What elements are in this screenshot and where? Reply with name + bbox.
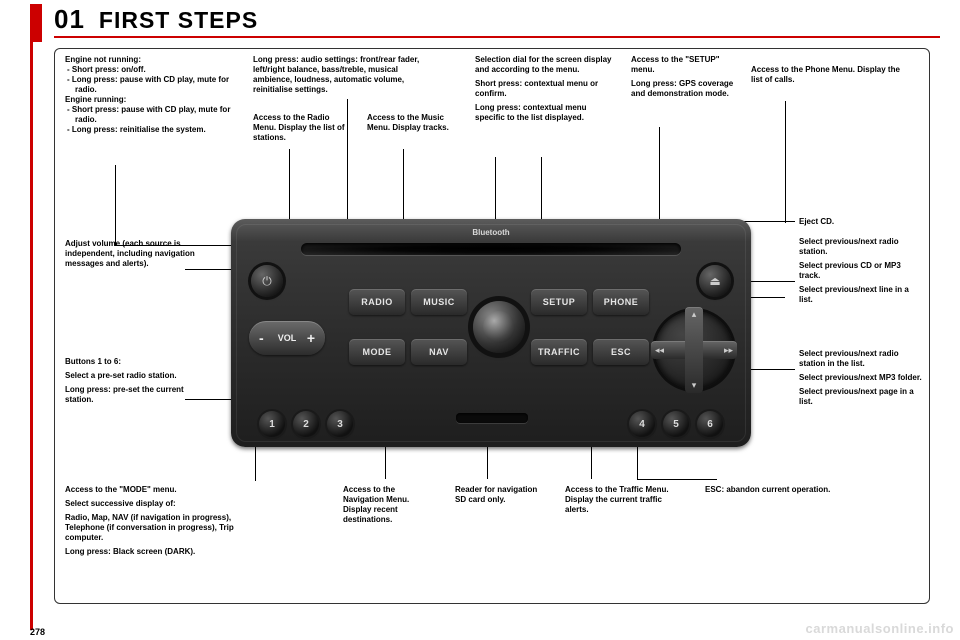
b2-p1: Buttons 1 to 6: <box>65 357 185 367</box>
a5-p3: Long press: contextual menu specific to … <box>475 103 615 123</box>
b2-p2: Select a pre-set radio station. <box>65 371 185 381</box>
power-button[interactable]: ⏻ <box>251 265 283 297</box>
cd-slot[interactable] <box>301 243 681 255</box>
c3-p2: Select previous/next MP3 folder. <box>799 373 923 383</box>
a1-h1: Engine not running: <box>65 55 235 65</box>
b2-p3: Long press: pre-set the current station. <box>65 385 185 405</box>
preset-3[interactable]: 3 <box>327 411 353 437</box>
preset-1[interactable]: 1 <box>259 411 285 437</box>
a6-p1: Access to the "SETUP" menu. <box>631 55 739 75</box>
d1-p1: Access to the "MODE" menu. <box>65 485 265 495</box>
esc-button[interactable]: ESC <box>593 339 649 365</box>
a5-p2: Short press: contextual menu or confirm. <box>475 79 615 99</box>
music-button[interactable]: MUSIC <box>411 289 467 315</box>
red-accent-top <box>30 4 42 42</box>
leader <box>115 165 116 245</box>
a1-l3: Short press: pause with CD play, mute fo… <box>65 105 235 125</box>
ann-prev-next-a: Select previous/next radio station. Sele… <box>799 237 919 305</box>
phone-button[interactable]: PHONE <box>593 289 649 315</box>
c2-p3: Select previous/next line in a list. <box>799 285 919 305</box>
setup-button[interactable]: SETUP <box>531 289 587 315</box>
ann-eject: Eject CD. <box>799 217 919 227</box>
eject-button[interactable]: ⏏ <box>699 265 731 297</box>
ann-music-menu: Access to the Music Menu. Display tracks… <box>367 113 455 133</box>
dpad-vertical[interactable]: ▴▾ <box>685 307 703 393</box>
leader <box>637 479 717 480</box>
eject-icon: ⏏ <box>709 274 720 288</box>
ann-prev-next-b: Select previous/next radio station in th… <box>799 349 923 407</box>
selection-dial[interactable] <box>473 301 525 353</box>
content-frame: Engine not running: Short press: on/off.… <box>54 48 930 604</box>
dpad[interactable]: ◂◂▸▸ ▴▾ <box>655 311 733 389</box>
a1-l2: Long press: pause with CD play, mute for… <box>65 75 235 95</box>
c2-p2: Select previous CD or MP3 track. <box>799 261 919 281</box>
ann-mode: Access to the "MODE" menu. Select succes… <box>65 485 265 557</box>
ann-presets: Buttons 1 to 6: Select a pre-set radio s… <box>65 357 185 405</box>
c2-p1: Select previous/next radio station. <box>799 237 919 257</box>
ann-sd: Reader for navigation SD card only. <box>455 485 545 505</box>
nav-button[interactable]: NAV <box>411 339 467 365</box>
preset-2[interactable]: 2 <box>293 411 319 437</box>
page-title: 01 FIRST STEPS <box>54 4 940 38</box>
power-icon: ⏻ <box>262 274 272 289</box>
ann-traffic: Access to the Traffic Menu. Display the … <box>565 485 685 515</box>
c3-p1: Select previous/next radio station in th… <box>799 349 923 369</box>
watermark: carmanualsonline.info <box>806 621 954 636</box>
d1-p3: Radio, Map, NAV (if navigation in progre… <box>65 513 265 543</box>
mode-button[interactable]: MODE <box>349 339 405 365</box>
traffic-button[interactable]: TRAFFIC <box>531 339 587 365</box>
ann-audio-settings: Long press: audio settings: front/rear f… <box>253 55 428 95</box>
page-number: 278 <box>30 627 45 637</box>
ann-power: Engine not running: Short press: on/off.… <box>65 55 235 135</box>
d1-p4: Long press: Black screen (DARK). <box>65 547 265 557</box>
d1-p2: Select successive display of: <box>65 499 265 509</box>
leader <box>115 245 249 246</box>
title-text: FIRST STEPS <box>99 7 258 34</box>
vol-label: VOL <box>278 333 297 343</box>
vol-plus-icon: + <box>307 330 315 346</box>
a6-p2: Long press: GPS coverage and demonstrati… <box>631 79 739 99</box>
preset-4[interactable]: 4 <box>629 411 655 437</box>
head-unit: Bluetooth ⏻ ⏏ - VOL + RADIO MUSIC SETUP … <box>231 219 751 447</box>
ann-nav: Access to the Navigation Menu. Display r… <box>343 485 433 525</box>
ann-volume: Adjust volume (each source is independen… <box>65 239 205 269</box>
ann-dial: Selection dial for the screen display an… <box>475 55 615 123</box>
manual-page: 01 FIRST STEPS Engine not running: Short… <box>30 4 940 630</box>
volume-rocker[interactable]: - VOL + <box>249 321 325 355</box>
ann-radio-menu: Access to the Radio Menu. Display the li… <box>253 113 353 143</box>
bluetooth-label: Bluetooth <box>472 228 509 237</box>
title-number: 01 <box>54 4 85 35</box>
preset-6[interactable]: 6 <box>697 411 723 437</box>
vol-minus-icon: - <box>259 330 264 346</box>
a1-h2: Engine running: <box>65 95 235 105</box>
ann-setup: Access to the "SETUP" menu. Long press: … <box>631 55 739 99</box>
ann-phone: Access to the Phone Menu. Display the li… <box>751 65 901 85</box>
preset-5[interactable]: 5 <box>663 411 689 437</box>
c3-p3: Select previous/next page in a list. <box>799 387 923 407</box>
radio-button[interactable]: RADIO <box>349 289 405 315</box>
red-accent-left <box>30 42 33 630</box>
a1-l4: Long press: reinitialise the system. <box>65 125 235 135</box>
sd-slot[interactable] <box>456 413 528 423</box>
a1-l1: Short press: on/off. <box>65 65 235 75</box>
leader <box>785 101 786 223</box>
a5-p1: Selection dial for the screen display an… <box>475 55 615 75</box>
ann-esc: ESC: abandon current operation. <box>705 485 895 495</box>
